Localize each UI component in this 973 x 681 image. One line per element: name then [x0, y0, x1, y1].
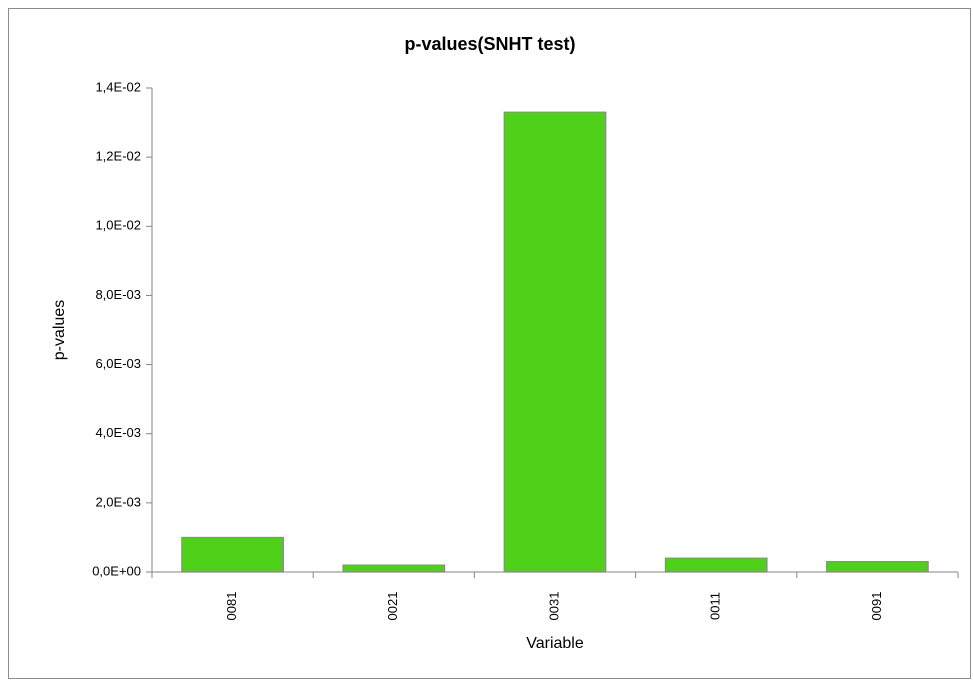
bar — [181, 536, 284, 573]
x-tick-label: 0031 — [546, 592, 561, 621]
bar — [342, 564, 446, 573]
chart-frame — [8, 8, 971, 679]
chart-title: p-values(SNHT test) — [404, 34, 575, 54]
bar — [664, 557, 768, 573]
y-axis-label: p-values — [51, 300, 68, 360]
x-axis-label: Variable — [526, 635, 584, 652]
y-tick-label: 1,4E-02 — [95, 79, 141, 94]
x-tick-label: 0011 — [708, 592, 723, 620]
y-tick-label: 6,0E-03 — [95, 356, 141, 371]
x-tick-label: 0081 — [224, 592, 239, 621]
y-tick-label: 4,0E-03 — [95, 425, 141, 440]
y-tick-label: 8,0E-03 — [95, 287, 141, 302]
bar — [826, 561, 929, 573]
x-tick-label: 0021 — [385, 592, 400, 621]
y-tick-label: 2,0E-03 — [95, 494, 141, 509]
y-tick-label: 0,0E+00 — [92, 563, 141, 578]
y-tick-label: 1,0E-02 — [95, 218, 141, 233]
x-tick-label: 0091 — [869, 592, 884, 621]
y-tick-label: 1,2E-02 — [95, 149, 141, 164]
bar — [503, 111, 607, 573]
